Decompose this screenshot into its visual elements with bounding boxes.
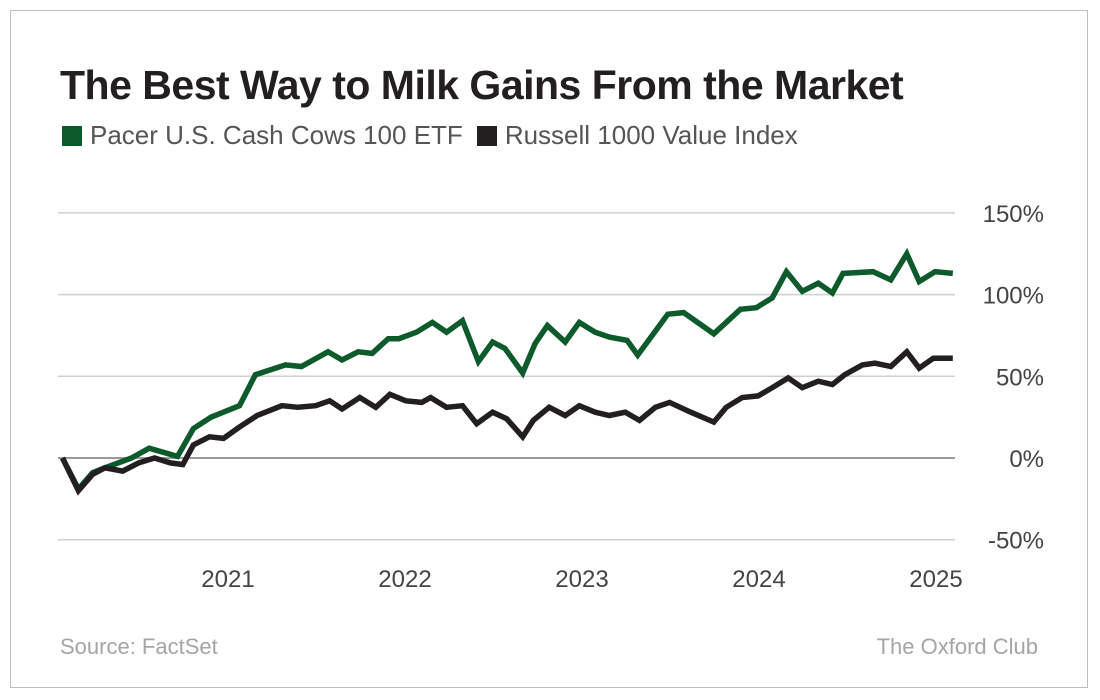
series-line-index bbox=[60, 347, 953, 496]
x-tick-label: 2022 bbox=[378, 566, 431, 593]
chart-frame bbox=[10, 10, 1088, 688]
x-tick-label: 2025 bbox=[909, 566, 962, 593]
y-tick-label: -50% bbox=[988, 528, 1044, 555]
brand-credit: The Oxford Club bbox=[876, 634, 1038, 659]
x-tick-label: 2024 bbox=[732, 566, 785, 593]
y-tick-label: 0% bbox=[1009, 446, 1044, 473]
source-note: Source: FactSet bbox=[60, 634, 218, 659]
y-tick-label: 50% bbox=[996, 364, 1044, 391]
legend-swatch-index bbox=[476, 125, 497, 146]
legend: Pacer U.S. Cash Cows 100 ETF Russell 100… bbox=[62, 120, 798, 151]
x-tick-label: 2023 bbox=[555, 566, 608, 593]
x-tick-label: 2021 bbox=[201, 566, 254, 593]
legend-label-etf: Pacer U.S. Cash Cows 100 ETF bbox=[90, 120, 463, 150]
legend-item-index: Russell 1000 Value Index bbox=[476, 120, 798, 151]
legend-item-etf: Pacer U.S. Cash Cows 100 ETF bbox=[62, 120, 463, 151]
y-tick-label: 100% bbox=[983, 283, 1044, 310]
series-line-etf bbox=[60, 247, 954, 494]
y-tick-label: 150% bbox=[983, 201, 1044, 228]
legend-swatch-etf bbox=[62, 125, 82, 146]
chart-title: The Best Way to Milk Gains From the Mark… bbox=[60, 62, 904, 108]
legend-label-index: Russell 1000 Value Index bbox=[504, 120, 798, 150]
